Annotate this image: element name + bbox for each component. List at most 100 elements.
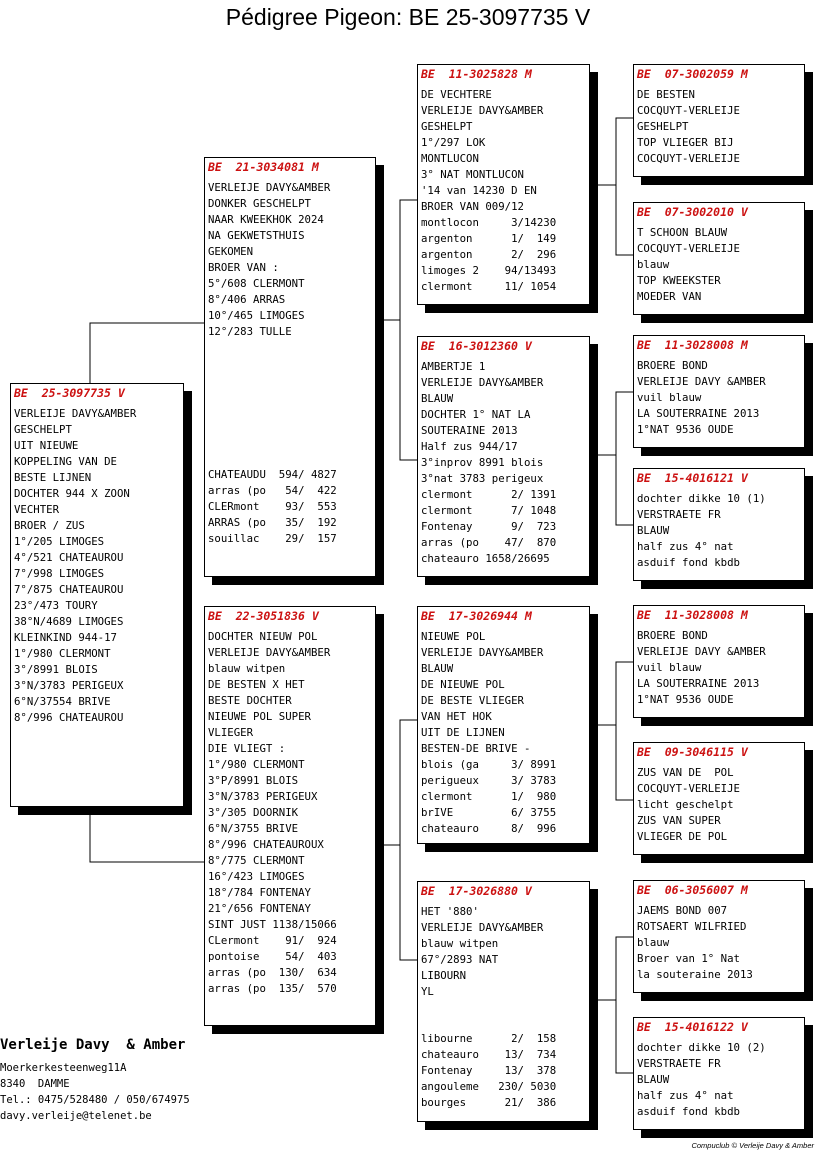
card-line: 6°N/37554 BRIVE: [14, 695, 111, 708]
card-line: arras (po 130/ 634: [208, 966, 337, 979]
card-line: Fontenay 13/ 378: [421, 1064, 557, 1077]
card-lines: JAEMS BOND 007 ROTSAERT WILFRIED blauw Broe…: [637, 903, 801, 983]
card-line: LA SOUTERRAINE 2013: [637, 677, 760, 690]
card-line: GEKOMEN: [208, 245, 254, 258]
card-line: NAAR KWEEKHOK 2024: [208, 213, 324, 226]
pedigree-card-dam-dam: BE 17-3026880 V HET '880' VERLEIJE DAVY&A…: [417, 881, 590, 1122]
card-line: 3°/305 DOORNIK: [208, 806, 299, 819]
card-line: BESTEN-DE BRIVE -: [421, 742, 531, 755]
card-line: BESTE LIJNEN: [14, 471, 92, 484]
card-line: T SCHOON BLAUW: [637, 226, 728, 239]
breeder-phone: Tel.: 0475/528480 / 050/674975: [0, 1094, 190, 1106]
card-line: arras (po 54/ 422: [208, 484, 337, 497]
card-line: NIEUWE POL: [421, 630, 486, 643]
page-title: Pédigree Pigeon: BE 25-3097735 V: [225, 4, 591, 30]
card-line: clermont 2/ 1391: [421, 488, 557, 501]
card-line: VERLEIJE DAVY&AMBER: [14, 407, 137, 420]
card-line: 12°/283 TULLE: [208, 325, 292, 338]
card-line: YL: [421, 985, 434, 998]
card-lines: dochter dikke 10 (1) VERSTRAETE FR BLAUW ha…: [637, 491, 801, 571]
card-line: 1°/980 CLERMONT: [14, 647, 111, 660]
card-line: BROERE BOND: [637, 629, 708, 642]
card-line: angouleme 230/ 5030: [421, 1080, 557, 1093]
pedigree-card-dss: BE 11-3028008 M BROERE BOND VERLEIJE DAVY…: [633, 605, 805, 718]
card-line: BESTE DOCHTER: [208, 694, 292, 707]
pedigree-card-dds: BE 06-3056007 M JAEMS BOND 007 ROTSAERT W…: [633, 880, 805, 993]
card-line: 3°P/8991 BLOIS: [208, 774, 299, 787]
card-line: half zus 4° nat: [637, 540, 734, 553]
card-lines: dochter dikke 10 (2) VERSTRAETE FR BLAUW ha…: [637, 1040, 801, 1120]
pedigree-card-ssd: BE 07-3002010 V T SCHOON BLAUW COCQUYT-VE…: [633, 202, 805, 315]
card-line: 6°N/3755 BRIVE: [208, 822, 299, 835]
card-line: CHATEAUDU 594/ 4827: [208, 468, 337, 481]
card-lines: HET '880' VERLEIJE DAVY&AMBER blauw witpen…: [421, 904, 586, 1000]
card-line: arras (po 47/ 870: [421, 536, 557, 549]
card-line: '14 van 14230 D EN: [421, 184, 537, 197]
card-line: blauw witpen: [208, 662, 286, 675]
card-line: KOPPELING VAN DE: [14, 455, 117, 468]
card-line: libourne 2/ 158: [421, 1032, 557, 1045]
card-line: GESHELPT: [637, 120, 689, 133]
card-line: MONTLUCON: [421, 152, 479, 165]
card-line: blois (ga 3/ 8991: [421, 758, 557, 771]
card-line: HET '880': [421, 905, 479, 918]
card-lines: ZUS VAN DE POL COCQUYT-VERLEIJE licht gesc…: [637, 765, 801, 845]
card-line: 1°/297 LOK: [421, 136, 486, 149]
card-line: blauw witpen: [421, 937, 499, 950]
card-line: VLIEGER: [208, 726, 254, 739]
card-line: 38°N/4689 LIMOGES: [14, 615, 124, 628]
card-line: chateauro 13/ 734: [421, 1048, 557, 1061]
card-line: souillac 29/ 157: [208, 532, 337, 545]
card-line: chateauro 1658/26695: [421, 552, 550, 565]
card-line: SINT JUST 1138/15066: [208, 918, 337, 931]
card-line: vuil blauw: [637, 391, 702, 404]
card-line: dochter dikke 10 (1): [637, 492, 766, 505]
card-line: VERLEIJE DAVY &AMBER: [637, 375, 766, 388]
card-line: BLAUW: [637, 1073, 670, 1086]
card-line: 1°/205 LIMOGES: [14, 535, 105, 548]
card-line: clermont 1/ 980: [421, 790, 557, 803]
ring-number: BE 21-3034081 M: [208, 160, 319, 174]
card-line: 1°NAT 9536 OUDE: [637, 693, 734, 706]
card-line: montlocon 3/14230: [421, 216, 557, 229]
card-line: half zus 4° nat: [637, 1089, 734, 1102]
card-results: libourne 2/ 158 chateauro 13/ 734 Fontenay…: [421, 1031, 586, 1111]
ring-number: BE 11-3028008 M: [637, 608, 748, 622]
card-line: licht geschelpt: [637, 798, 734, 811]
card-line: 23°/473 TOURY: [14, 599, 98, 612]
card-line: CLermont 91/ 924: [208, 934, 337, 947]
breeder-email[interactable]: davy.verleije@telenet.be: [0, 1110, 152, 1122]
card-line: chateauro 8/ 996: [421, 822, 557, 835]
card-line: la souteraine 2013: [637, 968, 753, 981]
ring-number: BE 22-3051836 V: [208, 609, 319, 623]
card-line: 1°NAT 9536 OUDE: [637, 423, 734, 436]
card-line: bourges 21/ 386: [421, 1096, 557, 1109]
card-line: 16°/423 LIMOGES: [208, 870, 305, 883]
card-line: DOCHTER 1° NAT LA: [421, 408, 531, 421]
card-line: argenton 2/ 296: [421, 248, 557, 261]
pedigree-card-dam: BE 22-3051836 V DOCHTER NIEUW POL VERLEIJ…: [204, 606, 376, 1026]
card-line: VERSTRAETE FR: [637, 1057, 721, 1070]
card-line: 4°/521 CHATEAUROU: [14, 551, 124, 564]
ring-number: BE 11-3025828 M: [421, 67, 532, 81]
card-lines: BROERE BOND VERLEIJE DAVY &AMBER vuil blau…: [637, 358, 801, 438]
card-line: COCQUYT-VERLEIJE: [637, 782, 740, 795]
card-line: BROER VAN 009/12: [421, 200, 524, 213]
card-line: 8°/996 CHATEAUROUX: [208, 838, 324, 851]
card-line: Broer van 1° Nat: [637, 952, 740, 965]
ring-number: BE 07-3002010 V: [637, 205, 748, 219]
card-line: DE BESTEN: [637, 88, 695, 101]
ring-number: BE 16-3012360 V: [421, 339, 532, 353]
ring-number: BE 15-4016122 V: [637, 1020, 748, 1034]
ring-number: BE 17-3026880 V: [421, 884, 532, 898]
card-line: COCQUYT-VERLEIJE: [637, 152, 740, 165]
card-line: DONKER GESCHELPT: [208, 197, 311, 210]
card-line: brIVE 6/ 3755: [421, 806, 557, 819]
card-line: CLERmont 93/ 553: [208, 500, 337, 513]
pedigree-card-sds: BE 11-3028008 M BROERE BOND VERLEIJE DAVY…: [633, 335, 805, 448]
card-line: JAEMS BOND 007: [637, 904, 728, 917]
card-line: KLEINKIND 944-17: [14, 631, 117, 644]
card-lines: VERLEIJE DAVY&AMBER DONKER GESCHELPT NAAR …: [208, 180, 372, 340]
card-line: clermont 11/ 1054: [421, 280, 557, 293]
card-lines: DE VECHTERE VERLEIJE DAVY&AMBER GESHELPT 1°…: [421, 87, 586, 295]
